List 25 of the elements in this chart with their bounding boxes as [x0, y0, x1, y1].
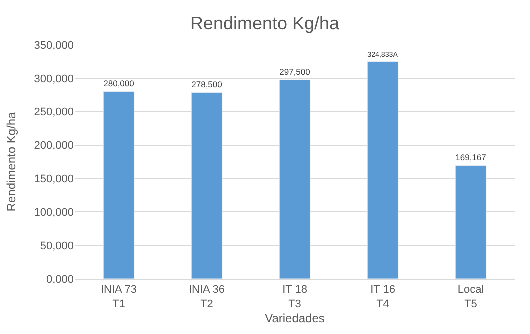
x-tick-label: Local T5 [458, 284, 484, 310]
x-tick-label: INIA 73 T1 [100, 284, 138, 310]
bar [191, 92, 223, 279]
y-tick-label: 50,000 [40, 240, 74, 252]
data-label: 278,500 [192, 79, 223, 90]
y-tick-label: 100,000 [34, 206, 74, 219]
y-tick-label: 300,000 [34, 73, 74, 86]
data-label: 297,500 [280, 66, 311, 77]
bar [279, 80, 311, 279]
data-label: 280,000 [104, 78, 135, 88]
bar [103, 92, 135, 279]
bar [455, 166, 487, 279]
data-label: 169,167 [456, 152, 487, 163]
x-tick-label: IT 16 T4 [370, 284, 396, 310]
y-tick-label: 250,000 [34, 106, 74, 119]
y-tick-label: 150,000 [34, 174, 74, 186]
y-tick-label: 0,000 [46, 274, 74, 286]
y-tick-label: 350,000 [34, 40, 74, 52]
chart-title: Rendimento Kg/ha [190, 13, 341, 34]
x-tick-label: INIA 36 T2 [188, 284, 226, 310]
y-axis-title: Rendimento Kg/ha [4, 112, 19, 212]
bar [367, 62, 399, 279]
x-axis-title: Variedades [265, 311, 325, 326]
x-tick-label: IT 18 T3 [282, 284, 308, 310]
y-tick-label: 200,000 [34, 140, 74, 152]
